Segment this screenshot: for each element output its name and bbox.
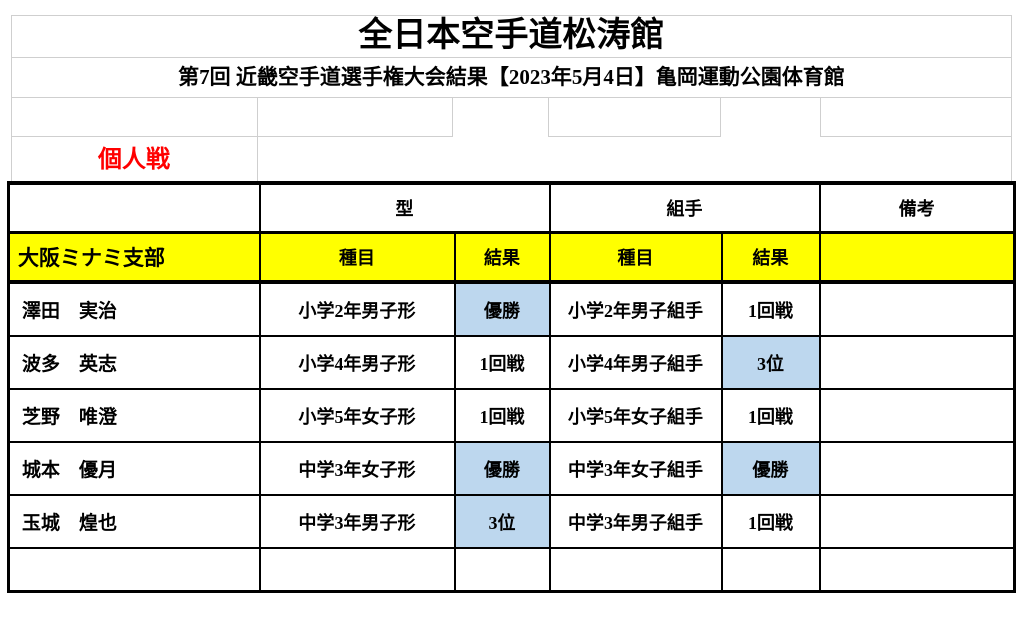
group-header-remarks[interactable]: 備考: [818, 181, 1016, 234]
remarks-cell[interactable]: [818, 441, 1016, 496]
kumite-event-header[interactable]: 種目: [548, 231, 723, 284]
kata-result-cell[interactable]: 優勝: [453, 441, 551, 496]
branch-header-row: 大阪ミナミ支部 種目 結果 種目 結果: [7, 231, 1016, 284]
kata-event-cell[interactable]: 中学3年男子形: [258, 494, 456, 549]
page-title: 全日本空手道松涛館: [358, 17, 665, 54]
group-header-row: 型 組手 備考: [7, 181, 1016, 234]
kata-result-cell[interactable]: 3位: [453, 494, 551, 549]
remarks-cell[interactable]: [818, 335, 1016, 390]
branch-name-cell[interactable]: 大阪ミナミ支部: [7, 231, 261, 284]
athlete-name-cell[interactable]: 波多 英志: [7, 335, 261, 390]
kumite-event-cell[interactable]: 中学3年男子組手: [548, 494, 723, 549]
table-row: 芝野 唯澄 小学5年女子形 1回戦 小学5年女子組手 1回戦: [7, 388, 1016, 443]
kata-event-header[interactable]: 種目: [258, 231, 456, 284]
table-row: 波多 英志 小学4年男子形 1回戦 小学4年男子組手 3位: [7, 335, 1016, 390]
kata-result-header[interactable]: 結果: [453, 231, 551, 284]
empty-cell[interactable]: [818, 547, 1016, 593]
kata-result-cell[interactable]: 優勝: [453, 281, 551, 337]
kumite-result-cell[interactable]: 1回戦: [720, 494, 821, 549]
remarks-header-blank-cell[interactable]: [818, 231, 1016, 284]
table-row: 玉城 煌也 中学3年男子形 3位 中学3年男子組手 1回戦: [7, 494, 1016, 549]
gridline: [257, 97, 258, 181]
empty-cell[interactable]: [7, 547, 261, 593]
section-label: 個人戦: [98, 147, 170, 173]
kumite-event-cell[interactable]: 小学2年男子組手: [548, 281, 723, 337]
kumite-result-cell[interactable]: 1回戦: [720, 281, 821, 337]
group-header-kata[interactable]: 型: [258, 181, 551, 234]
empty-table-row: [7, 547, 1016, 593]
kumite-event-cell[interactable]: 小学5年女子組手: [548, 388, 723, 443]
kata-event-cell[interactable]: 小学4年男子形: [258, 335, 456, 390]
kumite-result-cell[interactable]: 優勝: [720, 441, 821, 496]
gridline: [720, 97, 721, 137]
group-header-blank-cell[interactable]: [7, 181, 261, 234]
gridline: [11, 57, 1012, 58]
gridline: [11, 15, 1012, 16]
kata-result-cell[interactable]: 1回戦: [453, 388, 551, 443]
remarks-cell[interactable]: [818, 281, 1016, 337]
remarks-cell[interactable]: [818, 494, 1016, 549]
gridline: [1011, 15, 1012, 181]
kumite-result-cell[interactable]: 1回戦: [720, 388, 821, 443]
kata-event-cell[interactable]: 小学2年男子形: [258, 281, 456, 337]
athlete-name-cell[interactable]: 城本 優月: [7, 441, 261, 496]
kumite-result-header[interactable]: 結果: [720, 231, 821, 284]
athlete-name-cell[interactable]: 芝野 唯澄: [7, 388, 261, 443]
athlete-name-cell[interactable]: 澤田 実治: [7, 281, 261, 337]
gridline: [548, 136, 720, 137]
gridline: [548, 97, 549, 137]
gridline: [11, 136, 452, 137]
gridline: [820, 136, 1012, 137]
remarks-cell[interactable]: [818, 388, 1016, 443]
kumite-event-cell[interactable]: 小学4年男子組手: [548, 335, 723, 390]
athlete-name-cell[interactable]: 玉城 煌也: [7, 494, 261, 549]
page-subtitle: 第7回 近畿空手道選手権大会結果【2023年5月4日】亀岡運動公園体育館: [178, 65, 845, 89]
empty-cell[interactable]: [453, 547, 551, 593]
gridline: [11, 97, 1012, 98]
table-row: 城本 優月 中学3年女子形 優勝 中学3年女子組手 優勝: [7, 441, 1016, 496]
kumite-event-cell[interactable]: 中学3年女子組手: [548, 441, 723, 496]
gridline: [820, 97, 821, 137]
empty-cell[interactable]: [720, 547, 821, 593]
gridline: [11, 15, 12, 181]
kata-result-cell[interactable]: 1回戦: [453, 335, 551, 390]
empty-cell[interactable]: [258, 547, 456, 593]
kumite-result-cell[interactable]: 3位: [720, 335, 821, 390]
empty-cell[interactable]: [548, 547, 723, 593]
kata-event-cell[interactable]: 小学5年女子形: [258, 388, 456, 443]
kata-event-cell[interactable]: 中学3年女子形: [258, 441, 456, 496]
table-row: 澤田 実治 小学2年男子形 優勝 小学2年男子組手 1回戦: [7, 281, 1016, 337]
results-table: 型 組手 備考 大阪ミナミ支部 種目 結果 種目 結果 澤田 実治 小学2年男子…: [7, 181, 1016, 593]
group-header-kumite[interactable]: 組手: [548, 181, 821, 234]
gridline: [452, 97, 453, 137]
